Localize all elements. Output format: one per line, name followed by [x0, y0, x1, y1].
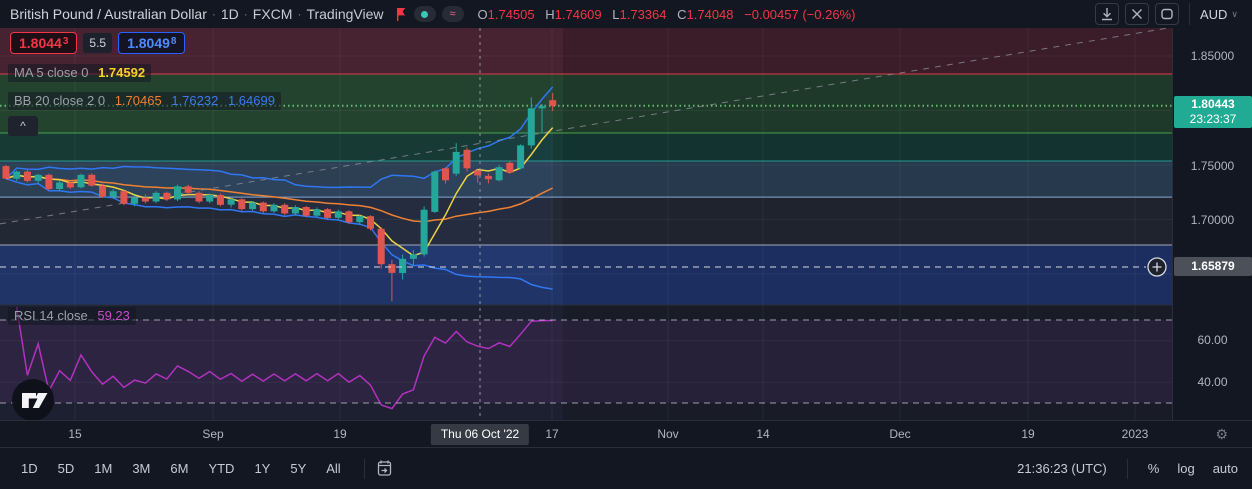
range-button-3m[interactable]: 3M: [132, 461, 151, 476]
market-open-dot-icon: [421, 10, 428, 18]
range-button-1d[interactable]: 1D: [21, 461, 38, 476]
ma5-line: [5, 127, 554, 257]
toolbar-divider: [1126, 458, 1128, 479]
bb-basis-value: 1.70465: [114, 93, 162, 108]
price-tick: 1.85000: [1190, 49, 1235, 63]
buy-button[interactable]: 1.8049 8: [118, 32, 186, 54]
main-chart-svg[interactable]: [0, 27, 1172, 421]
high-value: 1.74609: [554, 6, 602, 22]
bb-lower-line: [5, 177, 553, 290]
toolbar-divider: [363, 458, 365, 479]
open-value: 1.74505: [487, 6, 535, 22]
sell-button[interactable]: 1.8044 3: [10, 32, 78, 54]
range-button-5d[interactable]: 5D: [57, 461, 75, 476]
chart-header: British Pound / Australian Dollar · 1D ·…: [0, 0, 1252, 28]
symbol-title[interactable]: British Pound / Australian Dollar: [10, 6, 207, 22]
range-button-ytd[interactable]: YTD: [208, 461, 235, 476]
time-tick: Dec: [889, 427, 911, 441]
bb-upper-value: 1.76232: [171, 93, 219, 108]
ideas-pill[interactable]: ≈: [441, 6, 464, 22]
spread-label: 5.5: [83, 33, 113, 53]
time-tick: 15: [68, 427, 82, 441]
title-separator: ·: [211, 7, 216, 21]
auto-scale-button[interactable]: auto: [1212, 461, 1238, 476]
bb-upper-line: [5, 86, 554, 189]
clock-utc[interactable]: 21:36:23 (UTC): [1017, 461, 1107, 476]
tradingview-logo: [12, 379, 54, 421]
bb-indicator-legend[interactable]: BB 20 close 2 0 1.70465 1.76232 1.64699: [8, 92, 281, 110]
crosshair-price-badge: 1.65879: [1174, 257, 1252, 276]
maximize-icon[interactable]: [1124, 3, 1149, 25]
range-button-1y[interactable]: 1Y: [254, 461, 271, 476]
low-value: 1.73364: [619, 6, 667, 22]
legend-collapse-button[interactable]: ^: [8, 116, 38, 136]
price-tick: 1.70000: [1190, 213, 1235, 227]
time-tick: 19: [1021, 427, 1035, 441]
download-button[interactable]: [1094, 3, 1119, 25]
price-tick: 1.75000: [1190, 159, 1235, 173]
crosshair-date-badge: Thu 06 Oct '22: [430, 424, 530, 445]
ma-indicator-legend[interactable]: MA 5 close 0 1.74592: [8, 64, 152, 82]
ohlc-readout: O1.74505 H1.74609 L1.73364 C1.74048 −0.0…: [477, 6, 856, 22]
percent-scale-button[interactable]: %: [1147, 461, 1160, 476]
log-scale-button[interactable]: log: [1177, 461, 1195, 476]
candlestick-series: [2, 93, 557, 302]
title-separator: ·: [243, 7, 248, 21]
range-button-1m[interactable]: 1M: [94, 461, 113, 476]
countdown-timer: 23:23:37: [1189, 112, 1237, 126]
title-separator: ·: [297, 7, 302, 21]
gear-icon[interactable]: ⚙: [1215, 426, 1228, 442]
time-tick: 19: [333, 427, 347, 441]
bb-basis-line: [5, 174, 554, 223]
brand-label: TradingView: [306, 6, 384, 22]
rsi-line: [15, 306, 553, 410]
header-divider: [1188, 3, 1190, 25]
fullscreen-button[interactable]: [1154, 3, 1179, 25]
interval-button[interactable]: 1D: [220, 6, 239, 22]
go-to-date-button[interactable]: [375, 459, 394, 478]
bottom-toolbar: 1D 5D 1M 3M 6M YTD 1Y 5Y All 21:36:23 (UTC) % lo…: [0, 447, 1252, 489]
price-scale[interactable]: 1.85000 1.75000 1.70000 60.00 40.00 1.80443 …: [1172, 28, 1252, 420]
trendline-drawing: [0, 27, 1171, 225]
time-tick: 14: [756, 427, 770, 441]
bid-ask-widget[interactable]: 1.8044 3 5.5 1.8049 8: [10, 32, 186, 54]
time-tick: Sep: [202, 427, 224, 441]
change-value: −0.00457 (−0.26%): [744, 6, 856, 22]
close-value: 1.74048: [686, 6, 734, 22]
currency-dropdown[interactable]: AUD ∨: [1199, 6, 1238, 22]
market-status-pill[interactable]: [413, 6, 436, 22]
time-tick: Nov: [657, 427, 679, 441]
exchange-label: FXCM: [252, 6, 293, 22]
add-alert-plus-icon: [1147, 257, 1167, 277]
rsi-value: 59.23: [97, 308, 130, 323]
last-price-badge: 1.80443 23:23:37: [1174, 96, 1252, 128]
price-tick: 60.00: [1197, 333, 1228, 347]
bb-lower-value: 1.64699: [227, 93, 275, 108]
time-tick: 17: [545, 427, 559, 441]
rsi-indicator-legend[interactable]: RSI 14 close 59.23: [8, 307, 136, 325]
time-axis[interactable]: 15 Sep 19 17 Nov 14 Dec 19 2023 Thu 06 Oct '22 ⚙: [0, 420, 1252, 447]
chevron-down-icon: ∨: [1231, 8, 1238, 19]
chart-pane-area[interactable]: 1.8044 3 5.5 1.8049 8 MA 5 close 0 1.74592…: [0, 27, 1172, 421]
range-button-5y[interactable]: 5Y: [290, 461, 307, 476]
range-button-all[interactable]: All: [326, 461, 341, 476]
time-tick: 2023: [1121, 427, 1149, 441]
flag-icon[interactable]: [394, 7, 408, 22]
price-tick: 40.00: [1197, 375, 1228, 389]
ma-value: 1.74592: [98, 65, 146, 80]
range-button-6m[interactable]: 6M: [170, 461, 189, 476]
